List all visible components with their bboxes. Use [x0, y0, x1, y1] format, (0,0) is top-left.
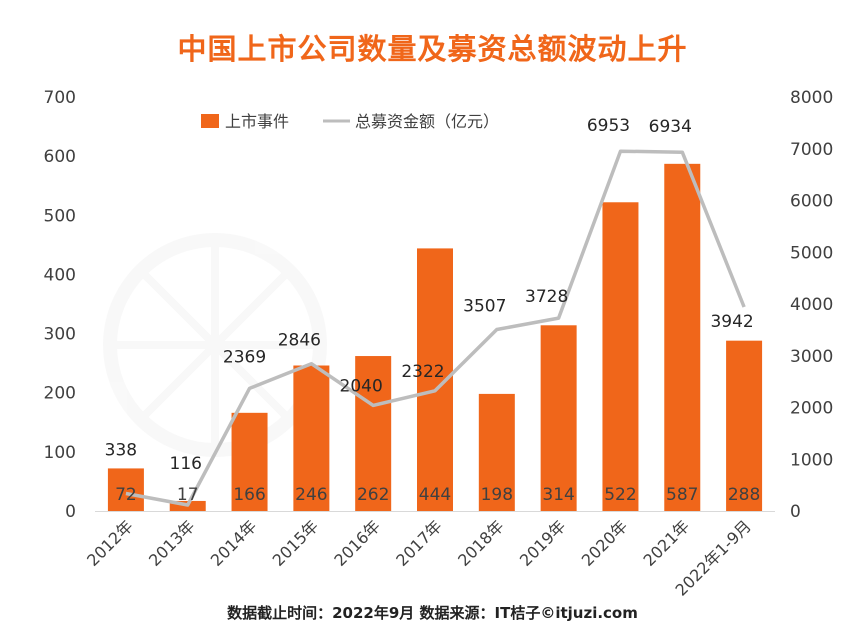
bar-9	[664, 163, 701, 511]
y-left-tick-5: 500	[44, 206, 76, 226]
bar-value-label-10: 288	[728, 485, 760, 505]
line-value-label-1: 116	[170, 454, 202, 474]
bar-value-label-5: 444	[419, 485, 451, 505]
x-tick-0: 2012年	[83, 516, 137, 570]
y-left-tick-0: 0	[65, 502, 76, 522]
y-right-tick-6: 6000	[790, 192, 833, 212]
x-tick-2: 2014年	[207, 516, 261, 570]
source-footnote: 数据截止时间：2022年9月 数据来源：IT桔子©itjuzi.com	[227, 604, 638, 622]
y-right-tick-4: 4000	[790, 295, 833, 315]
y-left-tick-3: 300	[44, 325, 76, 345]
line-value-label-9: 6934	[649, 117, 692, 137]
line-value-label-0: 338	[105, 441, 137, 461]
bar-8	[602, 202, 639, 511]
x-tick-3: 2015年	[269, 516, 323, 570]
x-tick-5: 2017年	[392, 516, 446, 570]
line-value-label-10: 3942	[710, 312, 753, 332]
x-tick-7: 2019年	[516, 516, 570, 570]
y-left-tick-6: 600	[44, 147, 76, 167]
bar-7	[540, 325, 577, 511]
y-right-tick-1: 1000	[790, 450, 833, 470]
bar-value-label-1: 17	[177, 485, 199, 505]
line-value-label-5: 2322	[401, 362, 444, 382]
x-tick-6: 2018年	[454, 516, 508, 570]
bar-value-label-4: 262	[357, 485, 389, 505]
bar-value-label-2: 166	[233, 485, 265, 505]
y-right-tick-5: 5000	[790, 243, 833, 263]
bar-2	[231, 412, 268, 511]
line-value-label-4: 2040	[340, 376, 383, 396]
x-tick-8: 2020年	[578, 516, 632, 570]
bar-6	[478, 393, 515, 511]
bar-3	[293, 365, 330, 511]
bar-4	[355, 356, 392, 511]
bar-value-label-3: 246	[295, 485, 327, 505]
bar-value-label-7: 314	[542, 485, 574, 505]
x-tick-4: 2016年	[330, 516, 384, 570]
y-right-tick-8: 8000	[790, 88, 833, 108]
legend-label-line: 总募资金额（亿元）	[355, 112, 499, 131]
bar-value-label-9: 587	[666, 485, 698, 505]
line-value-label-6: 3507	[463, 297, 506, 317]
y-left-tick-1: 100	[44, 443, 76, 463]
bar-value-label-6: 198	[481, 485, 513, 505]
y-right-tick-2: 2000	[790, 399, 833, 419]
legend-label-bars: 上市事件	[225, 112, 289, 131]
bar-0	[107, 468, 144, 511]
bar-value-label-0: 72	[115, 485, 137, 505]
y-left-tick-2: 200	[44, 384, 76, 404]
y-left-tick-4: 400	[44, 265, 76, 285]
x-tick-9: 2021年	[640, 516, 694, 570]
line-value-label-2: 2369	[223, 347, 266, 367]
line-value-label-3: 2846	[278, 331, 321, 351]
legend-swatch-bars	[201, 114, 219, 128]
chart-legend: 上市事件 总募资金额（亿元）	[201, 112, 499, 131]
y-right-tick-0: 0	[790, 502, 801, 522]
bar-value-label-8: 522	[604, 485, 636, 505]
y-right-tick-3: 3000	[790, 347, 833, 367]
line-value-label-7: 3728	[525, 287, 568, 307]
bar-10	[726, 340, 763, 511]
y-left-tick-7: 700	[44, 88, 76, 108]
fundraising-line	[125, 149, 746, 507]
chart-title: 中国上市公司数量及募资总额波动上升	[177, 32, 688, 66]
y-right-tick-7: 7000	[790, 140, 833, 160]
x-tick-1: 2013年	[145, 516, 199, 570]
line-value-label-8: 6953	[587, 116, 630, 136]
